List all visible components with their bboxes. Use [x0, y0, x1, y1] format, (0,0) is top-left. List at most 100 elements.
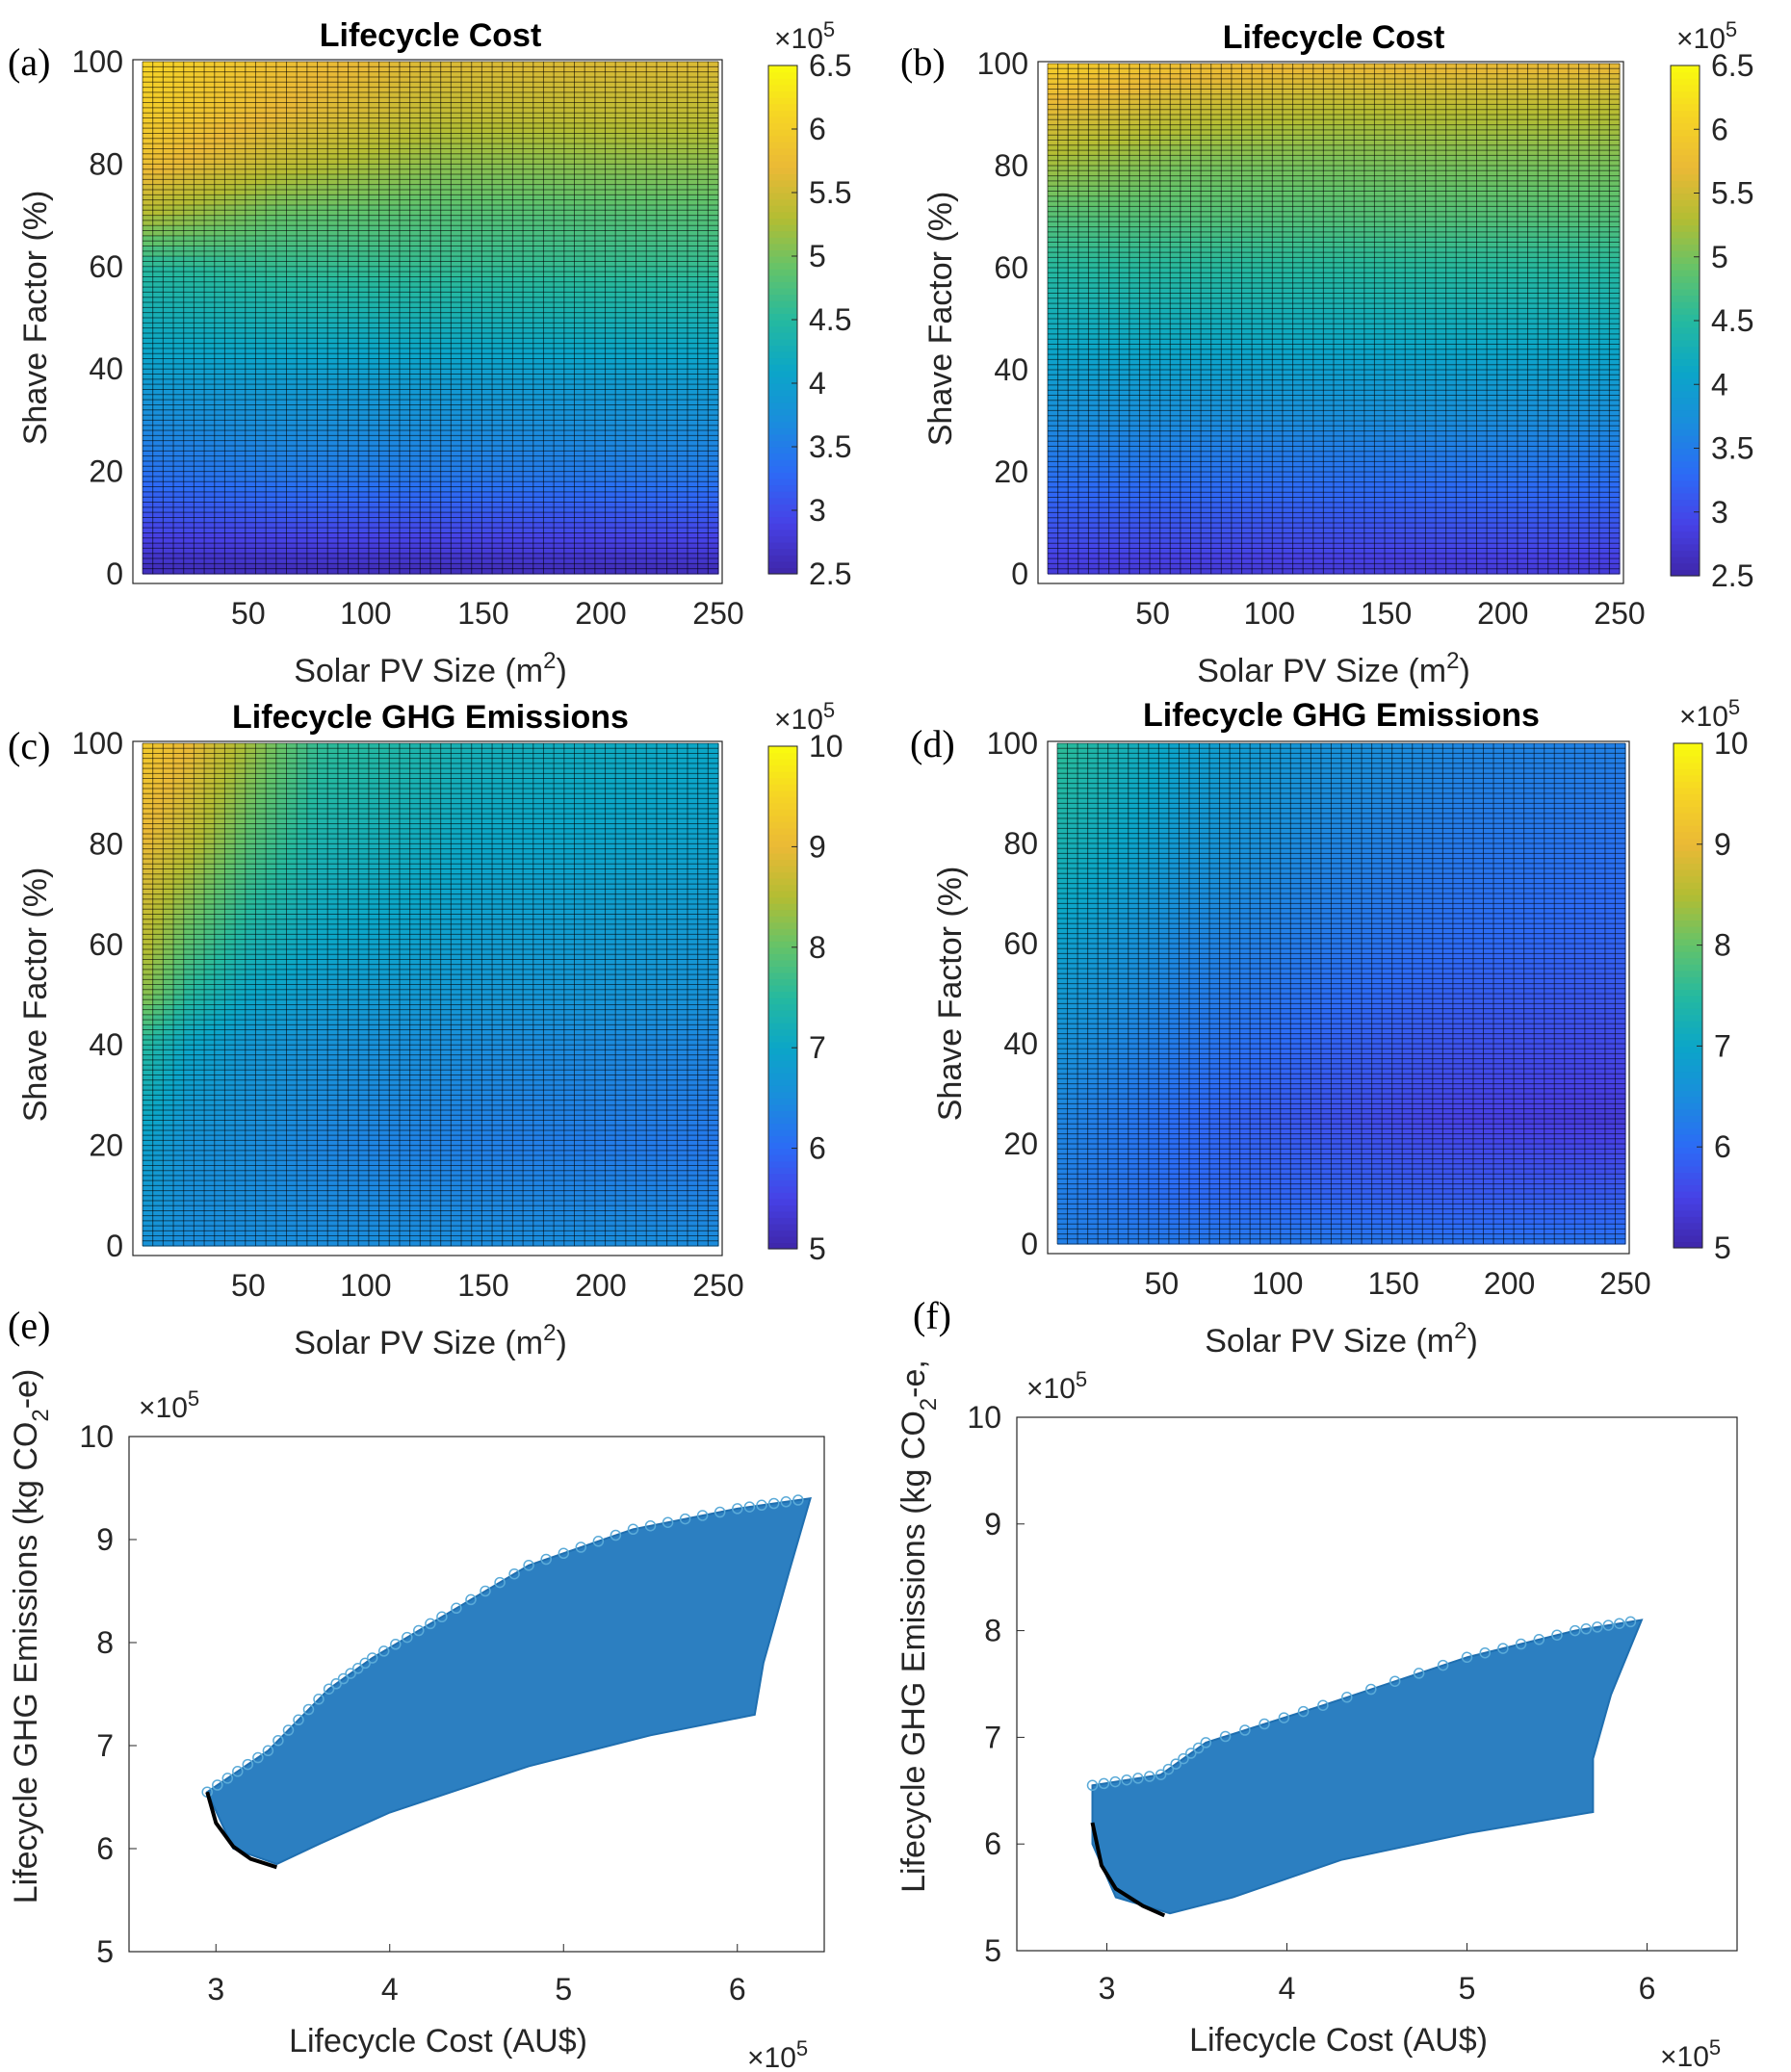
chart-a-colorbar-step	[768, 129, 797, 137]
chart-a-colorbar-step	[768, 281, 797, 289]
chart-a-xlabel-main: Solar PV Size (m	[294, 653, 543, 689]
chart-a-xlabel-end: )	[556, 653, 566, 689]
chart-a-ytick-label: 40	[89, 351, 123, 386]
chart-a-colorbar-step	[768, 320, 797, 327]
chart-a-colorbar-step	[768, 110, 797, 117]
chart-a-colorbar-step	[768, 211, 797, 219]
chart-a-colorbar-step	[768, 555, 797, 562]
chart-a-colorbar-step	[768, 256, 797, 264]
chart-a-colorbar-step	[768, 376, 797, 384]
chart-a-colorbar-step	[768, 306, 797, 314]
chart-a-colorbar-step	[768, 300, 797, 308]
chart-a-colorbar-step	[768, 465, 797, 473]
chart-a-colorbar-step	[768, 122, 797, 130]
chart-a-xtick-label: 150	[457, 596, 508, 631]
chart-a-colorbar-tick-label: 4.5	[809, 302, 851, 337]
chart-a-colorbar-step	[768, 433, 797, 441]
chart-a-colorbar-step	[768, 529, 797, 536]
chart-a-colorbar-tick-label: 3.5	[809, 429, 851, 464]
chart-a-colorbar-step	[768, 116, 797, 123]
chart-a-colorbar-step	[768, 71, 797, 79]
chart-a-colorbar-multiplier: ×105	[774, 17, 835, 55]
chart-a-colorbar-step	[768, 230, 797, 238]
chart-a-colorbar-step	[768, 186, 797, 194]
chart-a-axes-box	[132, 59, 723, 584]
chart-a-colorbar-step	[768, 408, 797, 416]
chart-a-colorbar-step	[768, 288, 797, 296]
chart-a-colorbar-step	[768, 325, 797, 333]
chart-a-colorbar-tick-label: 4	[809, 366, 826, 401]
chart-a-ylabel: Shave Factor (%)	[17, 191, 54, 446]
chart-a-ytick-label: 100	[72, 44, 123, 79]
chart-a-xlabel-sup: 2	[543, 648, 556, 674]
chart-a-colorbar-step	[768, 560, 797, 568]
chart-a-colorbar-step	[768, 427, 797, 435]
chart-a-ytick-label: 20	[89, 454, 123, 489]
chart-a-colorbar-step	[768, 440, 797, 448]
chart-a-colorbar-step	[768, 491, 797, 499]
chart-a-colorbar-step	[768, 389, 797, 397]
chart-a-colorbar-step	[768, 479, 797, 486]
chart-a-colorbar-step	[768, 510, 797, 518]
chart-a-colorbar-step	[768, 383, 797, 391]
chart-a-colorbar-step	[768, 421, 797, 428]
chart-a-colorbar-tick-label: 2.5	[809, 557, 851, 591]
chart-a-colorbar-step	[768, 516, 797, 524]
chart-a-colorbar-step	[768, 472, 797, 479]
chart-a-colorbar-step	[768, 262, 797, 270]
chart-a-colorbar-step	[768, 548, 797, 556]
chart-a-colorbar-step	[768, 338, 797, 346]
chart-a-colorbar-tick-label: 5	[809, 239, 826, 273]
chart-a-colorbar-step	[768, 401, 797, 409]
chart-a-title: Lifecycle Cost	[320, 17, 542, 54]
chart-a-colorbar-step	[768, 65, 797, 73]
chart-a-colorbar-step	[768, 415, 797, 423]
chart-a-colorbar-step	[768, 370, 797, 377]
chart-a-colorbar-step	[768, 142, 797, 149]
chart-a-colorbar-step	[768, 193, 797, 200]
chart-a-xtick-label: 100	[340, 596, 391, 631]
chart-a-colorbar-step	[768, 161, 797, 168]
chart-a-xtick-label: 250	[692, 596, 743, 631]
chart-a-colorbar-multiplier-exponent: 5	[823, 17, 835, 41]
chart-a-colorbar-step	[768, 484, 797, 492]
chart-a-colorbar-step	[768, 351, 797, 359]
chart-a-colorbar-step	[768, 147, 797, 155]
chart-a-xlabel: Solar PV Size (m2)	[294, 648, 567, 689]
chart-a-colorbar-step	[768, 274, 797, 282]
chart-a-colorbar-step	[768, 364, 797, 372]
chart-a-colorbar-step	[768, 542, 797, 550]
chart-a-colorbar-step	[768, 357, 797, 365]
chart-a-colorbar-step	[768, 523, 797, 531]
chart-a-xtick-label: 200	[575, 596, 626, 631]
chart-a-colorbar-step	[768, 135, 797, 142]
chart-a-xtick-label: 50	[231, 596, 266, 631]
chart-a-colorbar-multiplier-base: ×10	[774, 23, 823, 55]
chart-a-colorbar-step	[768, 103, 797, 111]
chart-a-colorbar-step	[768, 294, 797, 301]
chart-a-colorbar-tick-label: 6.5	[809, 48, 851, 83]
chart-b-title: Lifecycle Cost	[1223, 19, 1445, 56]
chart-a-colorbar-step	[768, 179, 797, 187]
chart-a-colorbar-step	[768, 154, 797, 162]
chart-a-colorbar-step	[768, 84, 797, 91]
chart-a-colorbar-step	[768, 396, 797, 403]
chart-a-panel-label: (a)	[8, 40, 50, 84]
chart-a-colorbar-step	[768, 459, 797, 467]
chart-a-colorbar-step	[768, 504, 797, 511]
chart-a-colorbar-tick-label: 5.5	[809, 175, 851, 210]
chart-b-panel-label: (b)	[900, 40, 946, 84]
chart-a-colorbar-step	[768, 345, 797, 352]
chart-a-colorbar-tick-label: 3	[809, 493, 826, 528]
chart-a-colorbar-step	[768, 332, 797, 340]
chart-a-colorbar-step	[768, 237, 797, 245]
chart-a-colorbar-step	[768, 567, 797, 575]
chart-a-colorbar-step	[768, 205, 797, 213]
chart-a-colorbar-tick-label: 6	[809, 112, 826, 146]
chart-a-colorbar-step	[768, 243, 797, 250]
chart-a-ytick-label: 80	[89, 146, 123, 181]
chart-a-mesh-lines	[142, 61, 719, 575]
chart-a-colorbar-step	[768, 447, 797, 454]
chart-a-ytick-label: 60	[89, 249, 123, 284]
